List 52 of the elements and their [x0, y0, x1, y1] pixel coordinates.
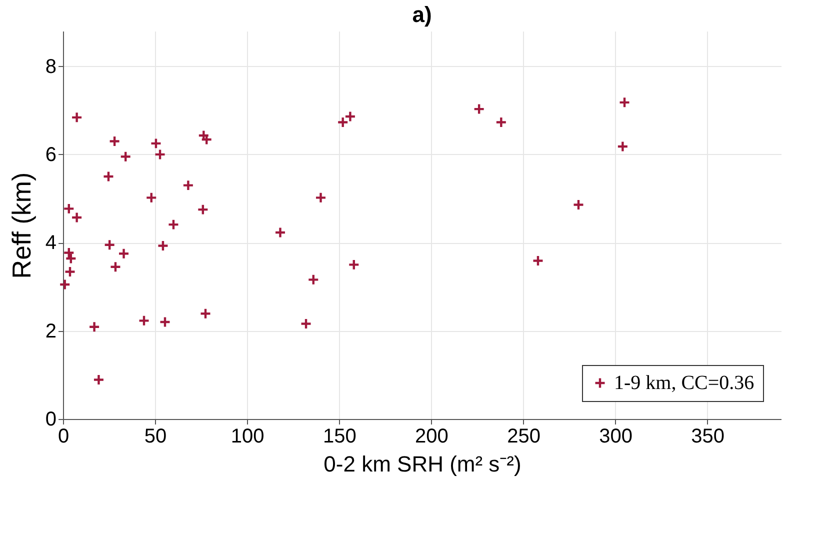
point — [344, 110, 356, 122]
y-tick-label: 2 — [45, 320, 56, 342]
point — [120, 150, 132, 162]
y-tick-label: 6 — [45, 144, 56, 166]
point — [157, 240, 169, 252]
x-tick-label: 150 — [322, 426, 356, 448]
point — [618, 96, 630, 108]
chart-title: a) — [412, 2, 432, 27]
point — [88, 321, 100, 333]
point — [92, 374, 105, 386]
x-tick-label: 50 — [144, 426, 167, 448]
x-tick-label: 100 — [230, 426, 264, 448]
point — [104, 239, 116, 251]
point — [300, 318, 312, 330]
y-tick-label: 8 — [45, 56, 56, 78]
point — [473, 103, 485, 115]
x-tick-label: 300 — [599, 426, 632, 448]
point — [197, 204, 209, 216]
point — [274, 226, 286, 238]
x-tick-label: 200 — [415, 426, 448, 448]
point — [308, 274, 320, 286]
x-axis-title: 0-2 km SRH (m² s⁻²) — [324, 452, 522, 476]
point — [159, 316, 171, 328]
legend-label: 1-9 km, CC=0.36 — [614, 372, 754, 394]
point — [70, 212, 83, 224]
point — [616, 140, 629, 152]
point — [59, 278, 71, 290]
point — [348, 258, 360, 271]
point — [314, 192, 327, 204]
point — [138, 314, 150, 327]
point — [70, 112, 83, 124]
point — [154, 148, 166, 160]
point — [495, 116, 508, 128]
y-tick-label: 0 — [45, 408, 56, 430]
point — [108, 135, 120, 148]
point — [146, 192, 158, 204]
point — [150, 138, 162, 150]
y-axis-title: Reff (km) — [6, 172, 36, 279]
point — [63, 202, 75, 215]
point — [182, 179, 194, 192]
point — [102, 170, 114, 182]
y-tick-label: 4 — [45, 232, 56, 254]
point — [200, 308, 212, 320]
point — [532, 254, 544, 267]
point — [336, 116, 349, 128]
point — [110, 261, 122, 273]
x-tick-label: 350 — [691, 426, 725, 448]
x-tick-label: 250 — [507, 426, 540, 448]
point — [572, 198, 584, 211]
point — [168, 218, 180, 230]
point — [64, 266, 76, 278]
point — [118, 248, 130, 260]
